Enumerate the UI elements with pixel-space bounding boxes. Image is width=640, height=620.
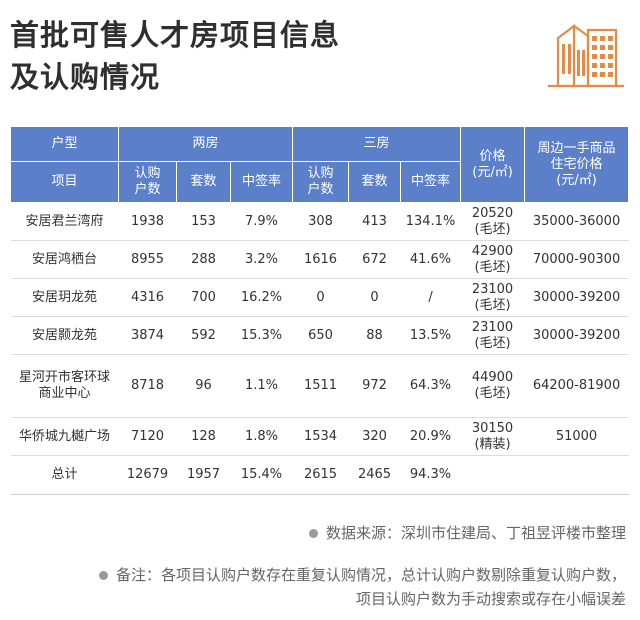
two-room-subscribers-cell: 8955 [118, 240, 177, 279]
two-room-units-cell: 288 [176, 240, 231, 279]
table-row: 安居玥龙苑 4316 700 16.2% 0 0/23100 (毛坯) 30000-39200 [10, 278, 629, 317]
three-room-rate-cell: 41.6% [400, 240, 461, 279]
data-source: 数据来源：深圳市住建局、丁祖昱评楼市整理 [308, 521, 626, 545]
title-line-2: 及认购情况 [10, 60, 161, 94]
nearby-price-cell: 70000-90300 [524, 240, 629, 279]
nearby-price-cell: 35000-36000 [524, 202, 629, 241]
header-two-room-rate: 中签率 [229, 161, 294, 203]
two-room-units-cell: 700 [176, 278, 231, 317]
two-room-rate-cell: 16.2% [230, 278, 293, 317]
three-room-units-cell: 320 [348, 417, 401, 456]
price-cell: 23100 (毛坯) [460, 278, 525, 317]
two-room-rate-cell: 15.4% [230, 455, 293, 495]
three-room-units-cell: 88 [348, 316, 401, 355]
nearby-price-cell: 30000-39200 [524, 316, 629, 355]
price-cell: 23100 (毛坯) [460, 316, 525, 355]
header-nearby-price: 周边一手商品 住宅价格 (元/㎡) [524, 126, 630, 203]
price-cell: 30150 (精装) [460, 417, 525, 456]
header-price: 价格 (元/㎡) [460, 126, 526, 203]
three-room-rate-cell: / [400, 278, 461, 317]
three-room-subscribers-cell: 1534 [292, 417, 349, 456]
table-row: 安居鸿栖台 8955 288 3.2% 1616 672 41.6% 42900 (毛坯) 700… [10, 240, 629, 279]
buildings-icon [548, 23, 624, 88]
two-room-rate-cell: 1.1% [230, 354, 293, 418]
two-room-units-cell: 1957 [176, 455, 231, 495]
header-row-1: 户型 两房 三房 价格 (元/㎡) 周边一手商品 住宅价格 (元/㎡) [10, 126, 630, 203]
three-room-subscribers-cell: 1511 [292, 354, 349, 418]
project-name-cell: 安居玥龙苑 [10, 278, 119, 317]
three-room-units-cell: 972 [348, 354, 401, 418]
two-room-rate-cell: 7.9% [230, 202, 293, 241]
three-room-subscribers-cell: 0 [292, 278, 349, 317]
project-table: 户型 两房 三房 价格 (元/㎡) 周边一手商品 住宅价格 (元/㎡) 项目 认购 户数… [10, 126, 630, 495]
nearby-price-cell: 51000 [524, 417, 629, 456]
two-room-rate-cell: 3.2% [230, 240, 293, 279]
header-three-room-units: 套数 [348, 161, 402, 203]
price-cell: 44900 (毛坯) [460, 354, 525, 418]
two-room-units-cell: 96 [176, 354, 231, 418]
note-line-2: 项目认购户数为手动搜索或存在小幅误差 [355, 590, 626, 608]
source-text: 数据来源：深圳市住建局、丁祖昱评楼市整理 [325, 524, 626, 542]
two-room-units-cell: 128 [176, 417, 231, 456]
two-room-subscribers-cell: 1938 [118, 202, 177, 241]
three-room-subscribers-cell: 650 [292, 316, 349, 355]
two-room-rate-cell: 1.8% [230, 417, 293, 456]
nearby-price-cell: 64200-81900 [524, 354, 629, 418]
header-three-room-rate: 中签率 [400, 161, 462, 203]
header-project: 项目 [10, 161, 119, 203]
three-room-rate-cell: 13.5% [400, 316, 461, 355]
total-row: 总计 12679 1957 15.4% 2615 2465 94.3% [10, 455, 629, 495]
three-room-subscribers-cell: 308 [292, 202, 349, 241]
three-room-units-cell: 672 [348, 240, 401, 279]
two-room-subscribers-cell: 12679 [118, 455, 177, 495]
table-row: 星河开市客环球商业中心 8718 96 1.1% 1511 972 64.3% 44900 (毛… [10, 354, 629, 418]
two-room-rate-cell: 15.3% [230, 316, 293, 355]
two-room-subscribers-cell: 7120 [118, 417, 177, 456]
two-room-subscribers-cell: 8718 [118, 354, 177, 418]
three-room-units-cell: 413 [348, 202, 401, 241]
table-row: 华侨城九樾广场 7120 128 1.8% 1534 320 20.9% 30150 (精装) 5… [10, 417, 629, 456]
three-room-rate-cell: 20.9% [400, 417, 461, 456]
bullet-icon [308, 529, 318, 538]
header-three-room: 三房 [292, 126, 462, 162]
nearby-price-cell: 30000-39200 [524, 278, 629, 317]
header-row-2: 项目 认购 户数 套数 中签率 认购 户数 套数 中签率 [10, 161, 629, 203]
title-line-1: 首批可售人才房项目信息 [10, 18, 341, 52]
note-line-1: 备注：各项目认购户数存在重复认购情况，总计认购户数剔除重复认购户数， [115, 566, 626, 584]
page-title: 首批可售人才房项目信息 及认购情况 [10, 14, 340, 98]
price-cell: 42900 (毛坯) [460, 240, 525, 279]
three-room-rate-cell: 64.3% [400, 354, 461, 418]
bullet-icon [98, 571, 108, 580]
subscription-table: 户型 两房 三房 价格 (元/㎡) 周边一手商品 住宅价格 (元/㎡) 项目 认购 户数… [10, 126, 630, 495]
table-row: 安居颢龙苑 3874 592 15.3% 650 88 13.5% 23100 (毛坯) 3000… [10, 316, 629, 355]
two-room-subscribers-cell: 3874 [118, 316, 177, 355]
header-two-room-subscribers: 认购 户数 [118, 161, 177, 203]
three-room-units-cell: 2465 [348, 455, 401, 495]
header-two-room-units: 套数 [176, 161, 231, 203]
price-cell: 20520 (毛坯) [460, 202, 525, 241]
project-name-cell: 安居鸿栖台 [10, 240, 119, 279]
header-two-room: 两房 [117, 126, 294, 162]
header-three-room-subscribers: 认购 户数 [292, 161, 350, 203]
two-room-units-cell: 592 [176, 316, 231, 355]
three-room-units-cell: 0 [348, 278, 401, 317]
two-room-units-cell: 153 [176, 202, 231, 241]
table-row: 安居君兰湾府 1938 153 7.9% 308 413 134.1% 20520 (毛坯) 35… [10, 202, 629, 241]
table-body: 安居君兰湾府 1938 153 7.9% 308 413 134.1% 20520 (毛坯) 35… [10, 202, 629, 495]
three-room-subscribers-cell: 2615 [292, 455, 349, 495]
project-name-cell: 华侨城九樾广场 [10, 417, 119, 456]
two-room-subscribers-cell: 4316 [118, 278, 177, 317]
project-name-cell: 星河开市客环球商业中心 [10, 354, 119, 418]
three-room-rate-cell: 134.1% [400, 202, 461, 241]
project-name-cell: 安居君兰湾府 [10, 202, 119, 241]
note: 备注：各项目认购户数存在重复认购情况，总计认购户数剔除重复认购户数， 项目认购户… [98, 563, 626, 611]
price-cell [460, 455, 525, 495]
three-room-rate-cell: 94.3% [400, 455, 461, 495]
three-room-subscribers-cell: 1616 [292, 240, 349, 279]
nearby-price-cell [524, 455, 629, 495]
header-type: 户型 [10, 126, 119, 162]
project-name-cell: 总计 [10, 455, 119, 495]
project-name-cell: 安居颢龙苑 [10, 316, 119, 355]
